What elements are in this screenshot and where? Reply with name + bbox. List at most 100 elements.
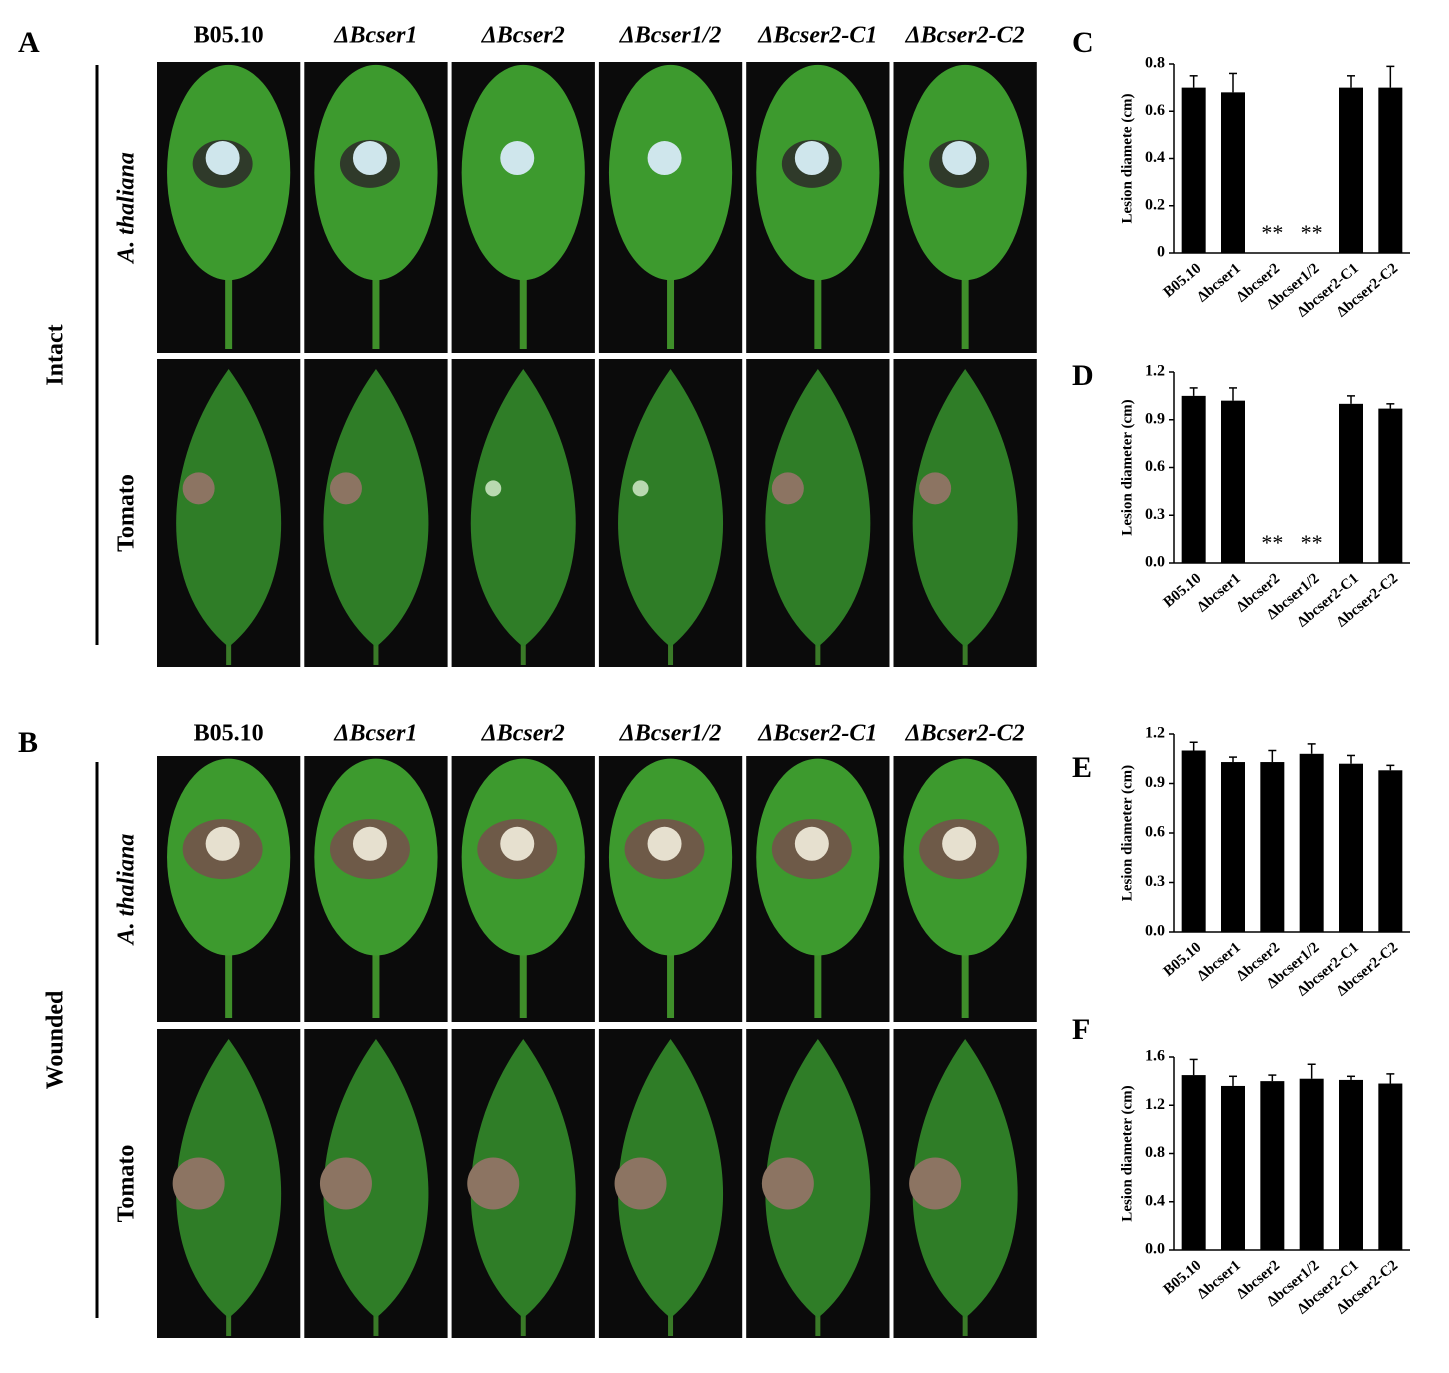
row-label: A. thaliana: [114, 152, 140, 265]
leaf: [912, 369, 1018, 647]
inoculum: [352, 826, 387, 861]
bar: [1339, 403, 1363, 563]
column-header: ΔBcser2-C1: [757, 721, 877, 747]
y-tick-label: 0.3: [1145, 506, 1165, 523]
column-header: B05.10: [194, 23, 264, 49]
row-label: Tomato: [114, 474, 140, 552]
leaf: [323, 369, 429, 647]
y-tick-label: 1.2: [1145, 363, 1165, 380]
inoculum: [942, 826, 977, 861]
y-tick-label: 0.8: [1145, 1144, 1165, 1161]
leaf: [618, 1039, 724, 1318]
bar: [1378, 770, 1403, 932]
column-header: ΔBcser2-C2: [905, 721, 1025, 747]
leaf: [765, 1039, 871, 1318]
bar: [1299, 1078, 1324, 1250]
bar: [1181, 395, 1206, 563]
y-tick-label: 0.6: [1145, 458, 1165, 475]
row-label: A. thaliana: [114, 834, 140, 947]
y-tick-label: 0.0: [1145, 554, 1165, 571]
inoculum: [942, 141, 977, 176]
bar: [1339, 1079, 1363, 1250]
y-axis-label: Lesion diameter (cm): [1119, 765, 1135, 901]
y-tick-label: 0.6: [1145, 824, 1165, 841]
x-tick-label: Δbcser1: [1194, 939, 1243, 984]
column-header: ΔBcser2: [481, 721, 565, 747]
inoculum: [647, 826, 682, 861]
y-axis-label: Lesion diameter (cm): [1119, 1085, 1135, 1221]
column-header: B05.10: [194, 721, 264, 747]
y-tick-label: 1.6: [1145, 1048, 1165, 1065]
column-header: ΔBcser2-C2: [905, 23, 1025, 49]
inoculum: [500, 826, 535, 861]
column-header: ΔBcser1: [333, 721, 417, 747]
bar: [1339, 87, 1363, 253]
y-tick-label: 0.0: [1145, 1241, 1165, 1258]
inoculum: [794, 141, 829, 176]
lesion: [467, 1157, 520, 1210]
bar: [1339, 763, 1363, 932]
bar: [1378, 408, 1403, 563]
y-tick-label: 0.2: [1145, 196, 1165, 213]
chart-letter: C: [1072, 26, 1094, 59]
leaf: [176, 369, 282, 647]
bar: [1260, 762, 1285, 932]
lesion: [761, 1157, 814, 1210]
inoculum: [647, 141, 682, 176]
leaf: [912, 1039, 1018, 1318]
bar: [1299, 753, 1324, 932]
leaf: [765, 369, 871, 647]
lesion: [614, 1157, 667, 1210]
inoculum: [794, 826, 829, 861]
leaf: [470, 369, 576, 647]
lesion: [329, 472, 362, 505]
y-tick-label: 0.8: [1145, 55, 1165, 72]
leaf: [323, 1039, 429, 1318]
bar: [1221, 762, 1245, 932]
row-label: Tomato: [114, 1145, 140, 1223]
leaf: [176, 1039, 282, 1318]
chart-letter: F: [1072, 1013, 1090, 1046]
column-header: ΔBcser1/2: [619, 721, 722, 747]
x-tick-label: Δbcser1: [1194, 1257, 1243, 1302]
column-header: ΔBcser1: [333, 23, 417, 49]
column-header: ΔBcser1/2: [619, 23, 722, 49]
column-header: ΔBcser2-C1: [757, 23, 877, 49]
bar: [1260, 1081, 1285, 1250]
x-tick-label: Δbcser1: [1194, 570, 1243, 615]
y-tick-label: 0.9: [1145, 774, 1165, 791]
lesion: [172, 1157, 225, 1210]
lesion: [182, 472, 215, 505]
significance-mark: **: [1261, 530, 1283, 555]
y-tick-label: 0: [1157, 244, 1165, 261]
bar: [1221, 400, 1245, 563]
x-tick-label: Δbcser1: [1194, 260, 1243, 305]
bar: [1221, 92, 1245, 253]
bar: [1181, 1075, 1206, 1250]
bar: [1378, 1083, 1403, 1250]
chart-letter: D: [1072, 359, 1094, 392]
y-tick-label: 1.2: [1145, 1096, 1165, 1113]
y-tick-label: 0.6: [1145, 102, 1165, 119]
y-tick-label: 1.2: [1145, 725, 1165, 742]
significance-mark: **: [1261, 220, 1283, 245]
lesion: [485, 480, 502, 497]
column-header: ΔBcser2: [481, 23, 565, 49]
y-tick-label: 0.4: [1145, 1192, 1165, 1209]
inoculum: [500, 141, 535, 176]
y-tick-label: 0.4: [1145, 149, 1165, 166]
significance-mark: **: [1301, 220, 1323, 245]
y-tick-label: 0.9: [1145, 410, 1165, 427]
lesion: [632, 480, 649, 497]
bar: [1378, 87, 1403, 253]
significance-mark: **: [1301, 530, 1323, 555]
leaf: [618, 369, 724, 647]
lesion: [919, 472, 952, 505]
lesion: [909, 1157, 962, 1210]
y-axis-label: Lesion diameter (cm): [1119, 399, 1135, 535]
lesion: [319, 1157, 372, 1210]
bar: [1181, 87, 1206, 253]
chart-letter: E: [1072, 751, 1092, 784]
